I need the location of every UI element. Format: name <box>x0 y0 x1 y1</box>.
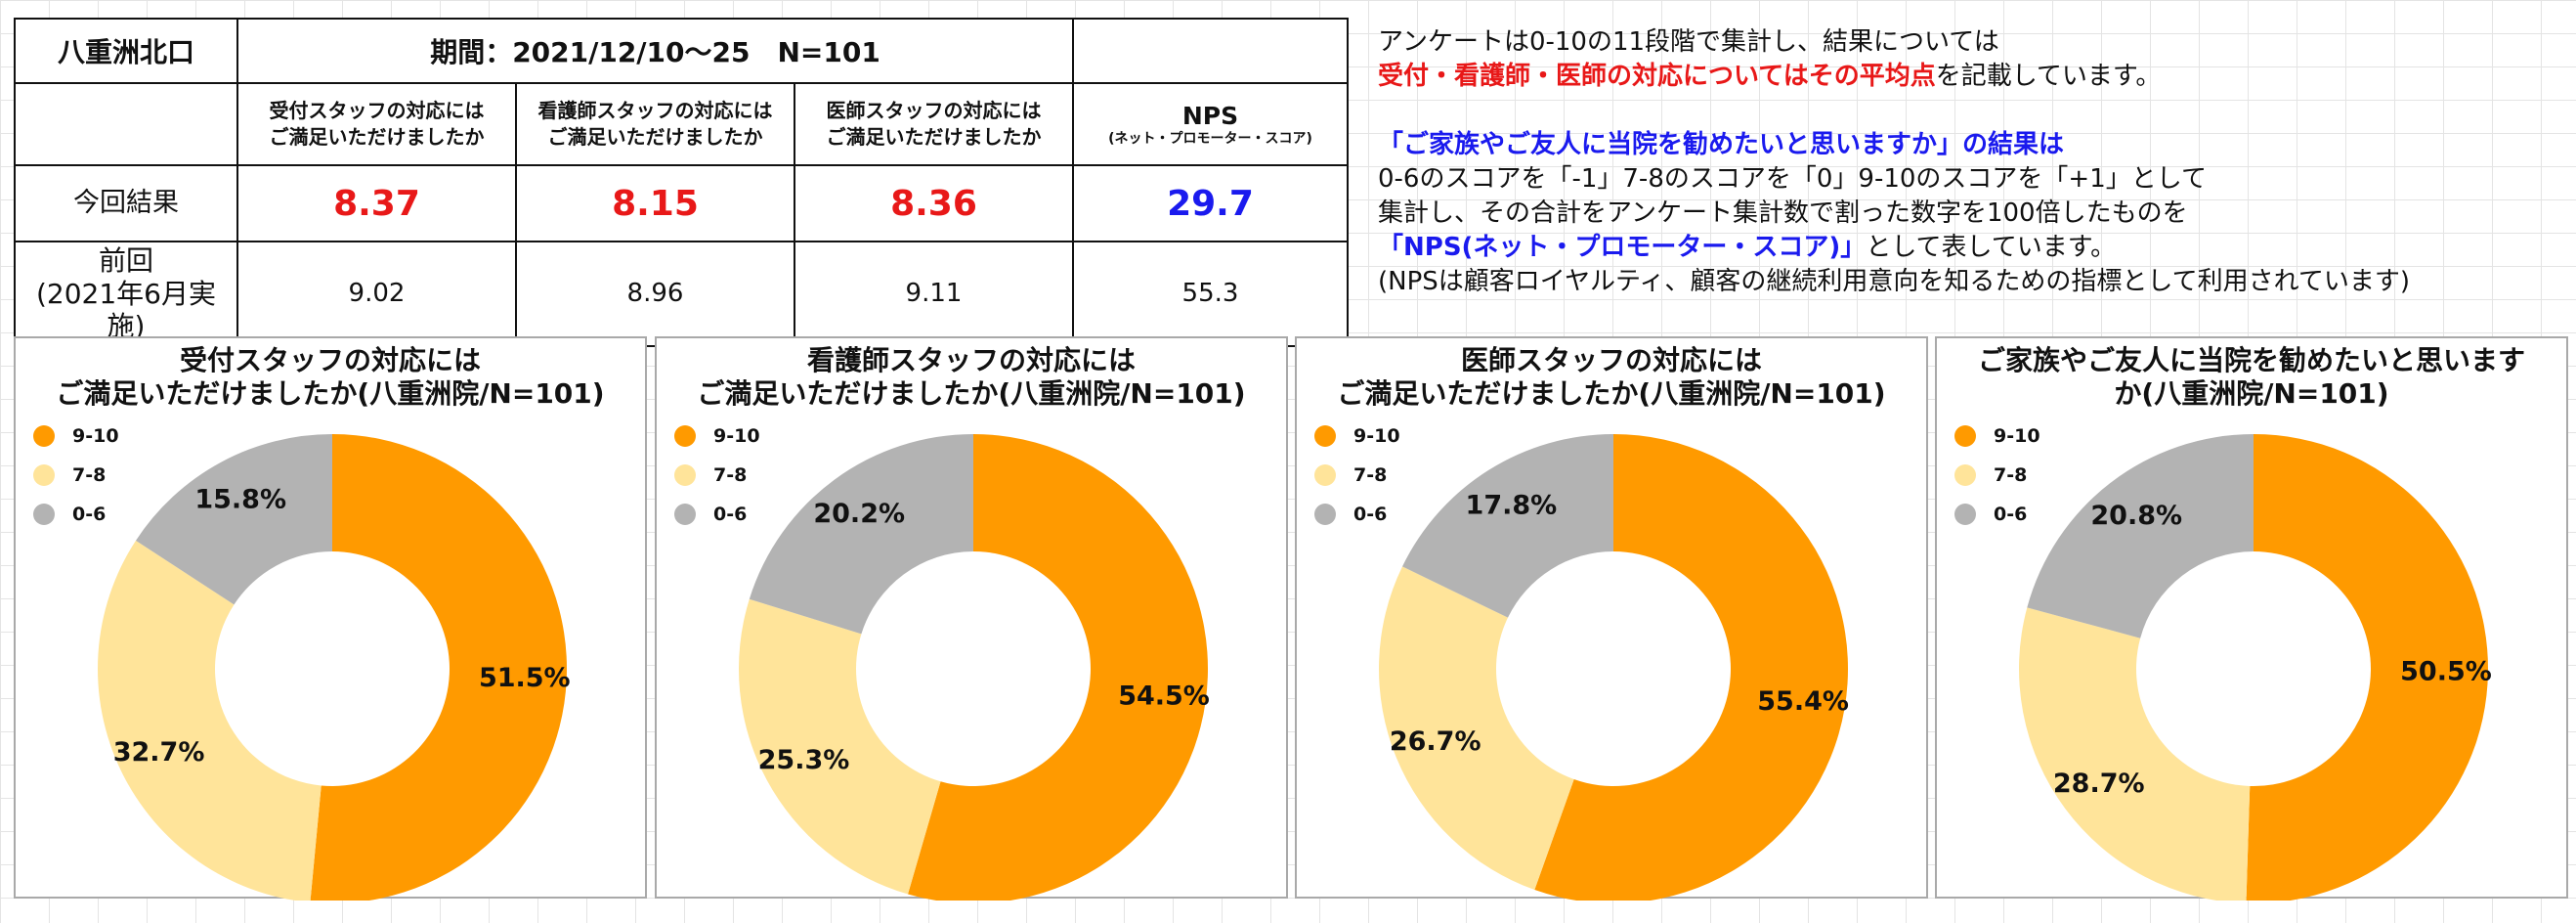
current-doctor: 8.36 <box>794 164 1074 242</box>
slice-label: 15.8% <box>194 484 286 514</box>
chart-panel-nurse: 看護師スタッフの対応には ご満足いただけましたか(八重洲院/N=101) 9-1… <box>655 336 1288 901</box>
legend-swatch <box>33 425 55 447</box>
note-line: (NPSは顧客ロイヤルティ、顧客の継続利用意向を知るための指標として利用されてい… <box>1378 267 2411 296</box>
header-reception: 受付スタッフの対応には ご満足いただけましたか <box>236 82 517 166</box>
slice-label: 51.5% <box>479 663 571 693</box>
note-line: 受付・看護師・医師の対応についてはその平均点を記載しています。 <box>1378 62 2162 91</box>
legend-swatch <box>1314 504 1336 525</box>
donut-slice-7-8 <box>2019 607 2251 901</box>
summary-table: 八重洲北口 期間：2021/12/10〜25 N=101 受付スタッフの対応には… <box>14 18 1349 347</box>
slice-label: 17.8% <box>1466 491 1558 521</box>
donut-chart: 54.5% 25.3% 20.2% <box>739 434 1210 901</box>
chart-title: 受付スタッフの対応には ご満足いただけましたか(八重洲院/N=101) <box>56 344 605 410</box>
note-line: 集計し、その合計をアンケート集計数で割った数字を100倍したものを <box>1378 198 2188 228</box>
donut-slice-0-6 <box>2027 434 2254 638</box>
nps-subheader: (ネット・プロモーター・スコア) <box>1108 130 1312 147</box>
header-doctor: 医師スタッフの対応には ご満足いただけましたか <box>794 82 1074 166</box>
slice-label: 55.4% <box>1757 686 1849 717</box>
current-nurse: 8.15 <box>515 164 795 242</box>
slice-label: 54.5% <box>1118 681 1210 711</box>
site-name: 八重洲北口 <box>14 18 238 84</box>
donut-slice-7-8 <box>97 540 322 901</box>
donut-slice-0-6 <box>135 434 332 605</box>
legend-item: 0-6 <box>1314 495 1400 534</box>
chart-title: 看護師スタッフの対応には ご満足いただけましたか(八重洲院/N=101) <box>697 344 1246 410</box>
donut-slice-7-8 <box>739 598 941 895</box>
slice-label: 32.7% <box>113 737 205 768</box>
current-reception: 8.37 <box>236 164 517 242</box>
previous-nps: 55.3 <box>1072 241 1349 347</box>
legend-swatch <box>1314 464 1336 486</box>
donut-slice-9-10 <box>310 434 567 901</box>
note-line: 「NPS(ネット・プロモーター・スコア)」として表しています。 <box>1378 233 2117 262</box>
note-highlight: 受付・看護師・医師の対応についてはその平均点 <box>1378 62 1936 91</box>
donut-chart: 55.4% 26.7% 17.8% <box>1379 434 1849 901</box>
chart-legend: 9-10 7-8 0-6 <box>674 417 760 534</box>
donut-slice-9-10 <box>2246 434 2488 901</box>
donut-slice-9-10 <box>908 434 1208 901</box>
donut-slice-7-8 <box>1379 566 1574 891</box>
donut-slice-0-6 <box>749 434 973 635</box>
donut-chart: 50.5% 28.7% 20.8% <box>2019 434 2492 901</box>
donut-slice-0-6 <box>1402 434 1613 618</box>
header-nps: NPS (ネット・プロモーター・スコア) <box>1072 82 1349 166</box>
chart-panel-nps: ご家族やご友人に当院を勧めたいと思います か(八重洲院/N=101) 9-10 … <box>1935 336 2568 901</box>
slice-label: 26.7% <box>1390 726 1481 757</box>
donut-chart: 51.5% 32.7% 15.8% <box>97 434 571 901</box>
legend-item: 0-6 <box>674 495 760 534</box>
legend-item: 0-6 <box>1954 495 2040 534</box>
chart-title: ご家族やご友人に当院を勧めたいと思います か(八重洲院/N=101) <box>1977 344 2525 410</box>
legend-swatch <box>674 425 696 447</box>
legend-item: 0-6 <box>33 495 119 534</box>
note-nps-question: 「ご家族やご友人に当院を勧めたいと思いますか」の結果は <box>1378 130 2065 159</box>
legend-item: 7-8 <box>33 456 119 495</box>
legend-swatch <box>33 464 55 486</box>
legend-item: 9-10 <box>1954 417 2040 456</box>
legend-swatch <box>1954 464 1976 486</box>
previous-nurse: 8.96 <box>515 241 795 347</box>
donut-slice-9-10 <box>1534 434 1848 901</box>
empty-cell <box>1072 18 1349 84</box>
legend-swatch <box>33 504 55 525</box>
chart-legend: 9-10 7-8 0-6 <box>1954 417 2040 534</box>
header-nurse: 看護師スタッフの対応には ご満足いただけましたか <box>515 82 795 166</box>
legend-item: 7-8 <box>1954 456 2040 495</box>
note-line: 0-6のスコアを「-1」7-8のスコアを「0」9-10のスコアを「+1」として <box>1378 164 2207 194</box>
legend-swatch <box>674 464 696 486</box>
slice-label: 25.3% <box>758 745 850 775</box>
legend-swatch <box>1954 504 1976 525</box>
previous-label: 前回 (2021年6月実施) <box>14 241 238 347</box>
chart-title: 医師スタッフの対応には ご満足いただけましたか(八重洲院/N=101) <box>1337 344 1886 410</box>
legend-item: 9-10 <box>1314 417 1400 456</box>
chart-panel-reception: 受付スタッフの対応には ご満足いただけましたか(八重洲院/N=101) 9-10… <box>14 336 647 901</box>
legend-item: 9-10 <box>33 417 119 456</box>
chart-legend: 9-10 7-8 0-6 <box>1314 417 1400 534</box>
slice-label: 20.2% <box>813 499 905 529</box>
legend-item: 7-8 <box>1314 456 1400 495</box>
note-highlight: 「NPS(ネット・プロモーター・スコア)」 <box>1378 233 1867 262</box>
slice-label: 20.8% <box>2090 501 2182 531</box>
chart-panel-doctor: 医師スタッフの対応には ご満足いただけましたか(八重洲院/N=101) 9-10… <box>1295 336 1928 901</box>
survey-period: 期間：2021/12/10〜25 N=101 <box>236 18 1074 84</box>
chart-legend: 9-10 7-8 0-6 <box>33 417 119 534</box>
current-label: 今回結果 <box>14 164 238 242</box>
legend-swatch <box>1954 425 1976 447</box>
legend-item: 9-10 <box>674 417 760 456</box>
legend-item: 7-8 <box>674 456 760 495</box>
legend-swatch <box>674 504 696 525</box>
explanation-notes: アンケートは0-10の11段階で集計し、結果については 受付・看護師・医師の対応… <box>1378 25 2560 299</box>
slice-label: 28.7% <box>2053 769 2145 799</box>
legend-swatch <box>1314 425 1336 447</box>
current-nps: 29.7 <box>1072 164 1349 242</box>
note-line: アンケートは0-10の11段階で集計し、結果については <box>1378 27 1999 57</box>
empty-cell <box>14 82 238 166</box>
slice-label: 50.5% <box>2400 657 2492 687</box>
previous-doctor: 9.11 <box>794 241 1074 347</box>
previous-reception: 9.02 <box>236 241 517 347</box>
